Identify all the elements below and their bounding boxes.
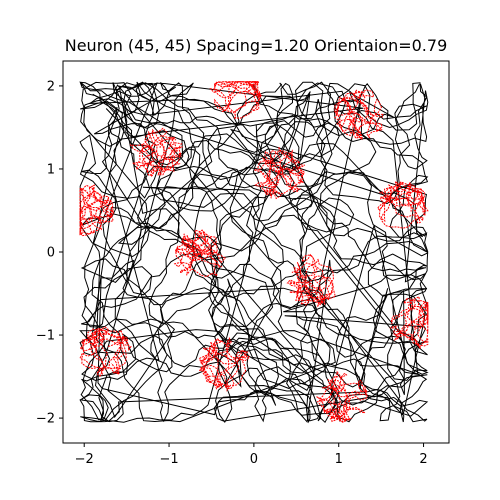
- spike-segment: [93, 194, 115, 219]
- spike-segment: [79, 184, 114, 235]
- spike-segment: [316, 372, 366, 420]
- firing-field-2: [209, 81, 263, 119]
- x-axis-ticks: −2 −1 0 1 2: [75, 443, 428, 467]
- trajectory-segment: [81, 82, 333, 419]
- spike-segment: [81, 326, 132, 354]
- firing-field-12: [316, 370, 369, 423]
- spike-segment: [334, 90, 383, 132]
- spike-segment: [79, 184, 112, 237]
- spike-segment: [91, 328, 127, 376]
- spike-segment: [175, 235, 223, 268]
- trajectory-segment: [150, 83, 429, 423]
- x-tick-label: 1: [335, 452, 343, 467]
- spike-segment: [111, 350, 121, 374]
- trajectory-segment: [80, 91, 428, 423]
- spike-segment: [389, 325, 422, 349]
- spike-segment: [214, 81, 263, 101]
- spike-segment: [181, 237, 211, 254]
- y-tick-label: 0: [47, 246, 55, 261]
- spike-layer: [78, 81, 429, 423]
- firing-field-8: [286, 253, 336, 308]
- firing-field-7: [173, 229, 226, 278]
- firing-field-9: [389, 295, 429, 349]
- spike-segment: [334, 96, 369, 141]
- trajectory-segment: [92, 81, 428, 423]
- firing-field-1: [129, 127, 183, 178]
- trajectory-segment: [79, 82, 429, 423]
- firing-field-3: [334, 89, 384, 141]
- trajectory-segment: [80, 81, 424, 423]
- spike-segment: [141, 128, 183, 177]
- y-tick-label: −1: [36, 329, 55, 344]
- plot-area: [78, 81, 429, 424]
- trajectory-segment: [79, 81, 364, 422]
- spike-segment: [378, 180, 429, 229]
- spike-segment: [393, 299, 429, 349]
- spike-segment: [200, 337, 223, 390]
- spike-segment: [257, 157, 306, 195]
- y-tick-label: 2: [47, 79, 55, 94]
- spike-segment: [183, 229, 226, 276]
- trajectory-segment: [208, 82, 428, 424]
- x-tick-label: −2: [75, 452, 94, 467]
- trajectory-segment: [81, 124, 315, 423]
- spike-segment: [199, 340, 249, 387]
- spike-segment: [132, 127, 172, 178]
- spike-segment: [318, 380, 369, 420]
- firing-field-6: [79, 184, 115, 237]
- spike-segment: [348, 117, 363, 141]
- spike-segment: [316, 397, 348, 422]
- spike-segment: [254, 150, 284, 200]
- spike-segment: [234, 81, 260, 119]
- firing-field-11: [198, 336, 251, 392]
- spike-segment: [395, 298, 429, 338]
- spike-segment: [175, 229, 210, 275]
- trajectory-segment: [81, 81, 332, 264]
- spike-segment: [291, 262, 336, 306]
- spike-segment: [289, 288, 310, 307]
- x-tick-label: −1: [159, 452, 178, 467]
- trajectory-layer: [79, 81, 429, 424]
- firing-field-10: [78, 326, 132, 378]
- y-axis-ticks: −2 −1 0 1 2: [36, 79, 63, 427]
- trajectory-segment: [79, 206, 429, 423]
- spike-segment: [278, 146, 306, 192]
- firing-field-4: [254, 146, 306, 200]
- y-tick-label: −2: [36, 412, 55, 427]
- y-tick-label: 1: [47, 162, 55, 177]
- spike-segment: [141, 130, 183, 176]
- x-tick-label: 2: [419, 452, 427, 467]
- firing-field-5: [376, 180, 429, 229]
- spike-segment: [198, 366, 220, 388]
- spike-segment: [322, 370, 368, 422]
- spike-segment: [79, 185, 102, 236]
- trajectory-segment: [283, 82, 429, 313]
- spike-segment: [323, 379, 352, 423]
- spike-segment: [79, 330, 129, 378]
- x-tick-label: 0: [250, 452, 258, 467]
- spike-segment: [168, 136, 182, 161]
- chart-title: Neuron (45, 45) Spacing=1.20 Orientaion=…: [65, 36, 448, 55]
- spike-segment: [416, 302, 429, 344]
